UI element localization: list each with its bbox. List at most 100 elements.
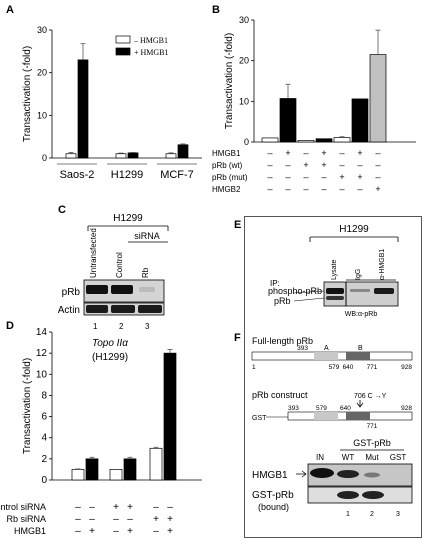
f-gst-label: GST [252, 415, 267, 422]
f-num-2: 2 [370, 511, 374, 518]
b-bar-1 [279, 98, 297, 143]
blot-e-row-phospho: phospho-pRb [268, 286, 322, 296]
blot-e-lane-hmgb1: α-HMGB1 [379, 249, 386, 280]
b-cond-2-4: + [339, 172, 344, 182]
b-cond-label-0: HMGB1 [212, 149, 241, 158]
f-band-gstprb-mut [362, 491, 384, 499]
blot-c-prb-band-2 [111, 285, 133, 294]
a-legend-swatch-0 [115, 35, 131, 44]
d-bar-0 [71, 469, 85, 481]
b-cond-1-2: + [303, 160, 308, 170]
chart-d: 0 2 4 6 8 10 12 14 Transactivation (-fold) Topo I… [0, 327, 202, 537]
f-tick-393: 393 [297, 345, 308, 352]
blot-c-sirna-label: siRNA [134, 231, 160, 241]
d-ytick-label-1: 2 [41, 454, 47, 465]
panel-label-d: D [6, 320, 14, 332]
b-ytick-label-3: 30 [239, 15, 249, 25]
d-cond-1-3: – [127, 514, 133, 525]
f-blot-gstprb [307, 486, 413, 504]
f-tick-1: 1 [252, 364, 256, 371]
f-num-3: 3 [396, 511, 400, 518]
d-title: Topo IIα [92, 338, 128, 349]
d-ylabel: Transactivation (-fold) [22, 358, 33, 454]
b-ytick-label-0: 0 [244, 137, 249, 147]
blot-e-arrow-prb [293, 297, 325, 302]
blot-c-actin-band-1 [86, 305, 108, 313]
d-subtitle: (H1299) [92, 352, 128, 363]
f-lane-gst: GST [390, 453, 407, 462]
b-bar-6 [369, 54, 387, 143]
panel-label-a: A [6, 4, 14, 16]
f-band-gstprb-wt [337, 491, 359, 499]
f-band-hmgb1-in [310, 468, 334, 478]
d-ytick-label-4: 8 [41, 390, 47, 401]
blot-e-band-prb-lysate [326, 296, 344, 300]
blot-c-lane-3: Rb [141, 267, 150, 278]
f-domain-b-label: B [358, 345, 363, 352]
d-cond-1-4: + [153, 514, 159, 525]
f-tick-928: 928 [401, 364, 412, 371]
b-cond-0-3: + [321, 148, 326, 158]
blot-c-prb-band-1 [86, 285, 108, 294]
f-construct-domain-a [314, 412, 338, 420]
a-legend-swatch-1 [115, 47, 131, 56]
b-cond-label-1: pRb (wt) [212, 161, 243, 170]
blot-c-actin-band-3 [138, 305, 162, 313]
b-bar-4 [333, 137, 351, 143]
d-ytick-label-7: 14 [36, 327, 48, 338]
blot-c-lane-2: Control [115, 252, 124, 278]
b-cond-0-5: + [357, 148, 362, 158]
d-cond-0-4: – [153, 502, 159, 513]
panel-label-e: E [234, 219, 242, 231]
a-category-2: MCF-7 [160, 169, 194, 181]
b-cond-label-2: pRb (mut) [212, 173, 248, 182]
b-cond-1-5: – [357, 160, 362, 170]
f-blot-hmgb1 [307, 463, 413, 487]
f-domain-b [346, 352, 370, 360]
a-category-1: H1299 [111, 169, 143, 181]
b-cond-2-1: – [285, 172, 290, 182]
d-cond-1-2: – [113, 514, 119, 525]
b-cond-2-0: – [267, 172, 272, 182]
f-tick-771: 771 [367, 364, 378, 371]
b-bar-2 [297, 140, 315, 143]
blot-e-arrow-phospho [293, 290, 325, 294]
d-cond-2-3: + [127, 526, 133, 537]
figure-ef-frame [244, 216, 422, 538]
f-ctick-928: 928 [401, 405, 412, 412]
a-ytick-label-2: 20 [37, 68, 47, 78]
f-num-1: 1 [346, 511, 350, 518]
panel-label-c: C [58, 204, 66, 216]
d-bar-2 [109, 469, 123, 481]
b-cond-2-6: – [375, 172, 380, 182]
d-cond-0-0: – [75, 502, 81, 513]
b-cond-2-5: + [357, 172, 362, 182]
b-cond-0-2: – [303, 148, 308, 158]
b-cond-2-3: – [321, 172, 326, 182]
b-cond-3-5: – [357, 184, 362, 194]
b-cond-0-6: – [375, 148, 380, 158]
d-cond-2-5: + [167, 526, 173, 537]
f-mutation-arrow [356, 400, 364, 408]
d-cond-label-2: HMGB1 [14, 526, 46, 536]
chart-b: 0 10 20 30 Transactivation (-fold) HMGB1 – + – + –… [212, 15, 416, 194]
blot-c-lane-1: Untransfected [89, 228, 98, 278]
a-bar-H1299-1 [127, 152, 139, 159]
a-category-0: Saos-2 [60, 169, 95, 181]
f-ctick-579: 579 [316, 405, 327, 412]
blot-e-wb-label: WB:α-pRb [345, 311, 378, 318]
a-legend-label-0: – HMGB1 [133, 36, 168, 45]
b-cond-2-2: – [303, 172, 308, 182]
a-ytick-label-1: 10 [37, 110, 47, 120]
f-band-hmgb1-wt [337, 470, 359, 478]
d-cond-label-0: Control siRNA [0, 502, 46, 512]
d-cond-0-3: + [127, 502, 133, 513]
d-cond-0-2: + [113, 502, 119, 513]
b-cond-3-3: – [321, 184, 326, 194]
f-full-length-title: Full-length pRb [252, 336, 313, 346]
blot-e-band-hmgb1 [374, 288, 394, 294]
blot-e-ip-label: IP: [270, 279, 280, 288]
a-bar-H1299-0 [115, 153, 127, 159]
d-cond-label-1: Rb siRNA [6, 514, 46, 524]
blot-c-num-3: 3 [145, 322, 150, 331]
